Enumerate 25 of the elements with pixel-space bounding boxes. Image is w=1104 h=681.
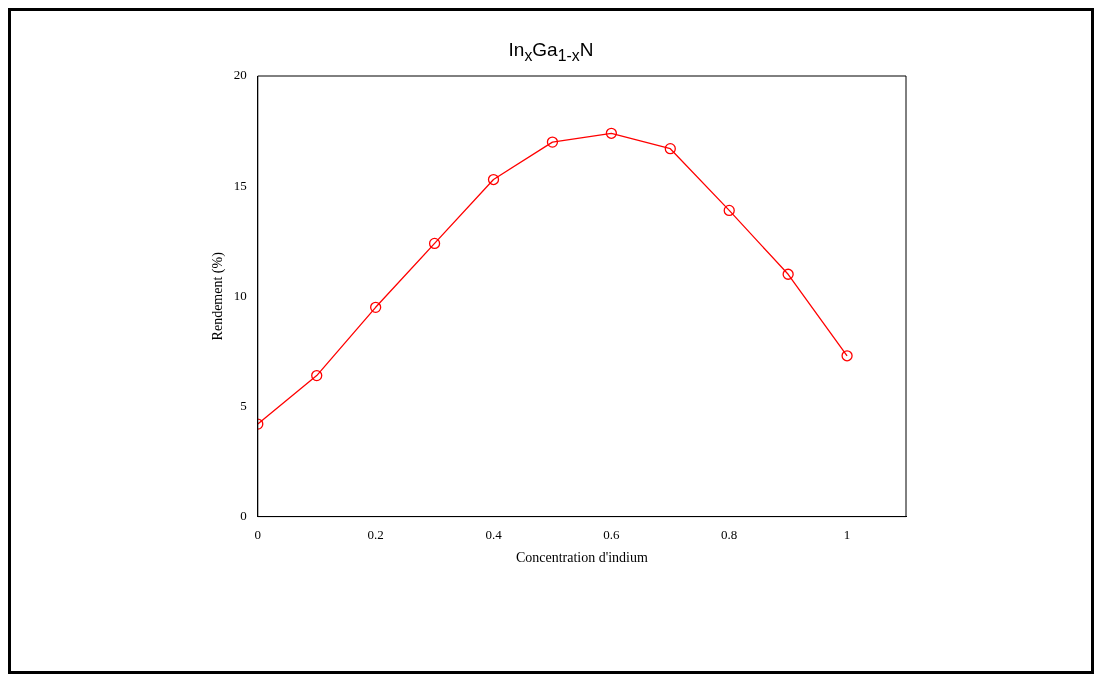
point	[487, 173, 500, 186]
x-tick-label: 0	[254, 526, 262, 542]
y-tick-label: 15	[233, 177, 247, 193]
y-axis-title: Rendement (%)	[210, 251, 227, 341]
point	[311, 369, 323, 382]
x-axis-title: Concentration d'indium	[515, 550, 648, 566]
point	[428, 237, 441, 250]
point	[723, 204, 735, 217]
x-tick-label: 1	[843, 526, 851, 542]
x-tick-label: 0.2	[367, 526, 384, 542]
point	[546, 136, 559, 148]
y-tick-label: 10	[233, 287, 247, 303]
page-frame: In$_{x}$Ga$_{1-x}$N Concentration d'indium Rendement (%) 0 0.2 0.4 0.6 0.8 1 0 5 10 15 20	[8, 8, 1094, 674]
point	[782, 268, 794, 280]
point	[664, 143, 676, 155]
chart-title: In$_{x}$Ga$_{1-x}$N	[507, 39, 595, 65]
y-tick-label: 5	[240, 397, 247, 413]
point	[370, 301, 382, 313]
y-tick-label: 0	[240, 508, 247, 524]
point	[605, 127, 618, 139]
point	[841, 350, 853, 362]
y-tick-label: 20	[233, 67, 247, 83]
x-tick-label: 0.6	[603, 526, 620, 542]
x-tick-label: 0.8	[721, 526, 738, 542]
x-tick-label: 0.4	[485, 526, 503, 542]
